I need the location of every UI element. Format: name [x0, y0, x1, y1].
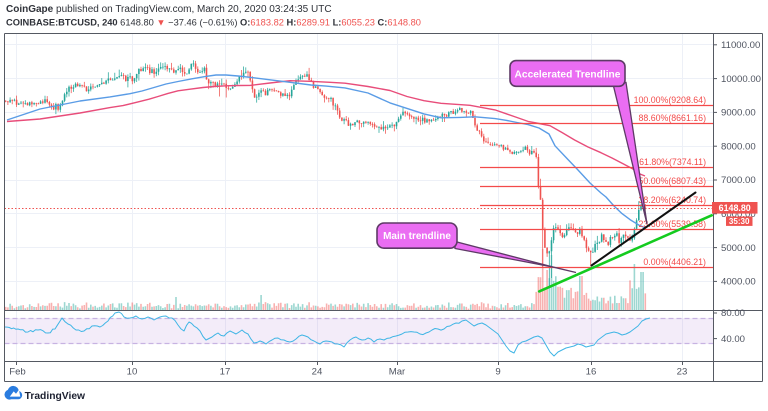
svg-text:6148.80: 6148.80 [719, 203, 751, 213]
svg-text:80.00: 80.00 [721, 308, 745, 319]
svg-text:4000.00: 4000.00 [721, 277, 756, 288]
svg-text:100.00%(9208.64): 100.00%(9208.64) [634, 95, 706, 105]
svg-text:0.00%(4406.21): 0.00%(4406.21) [643, 257, 706, 267]
svg-text:TradingView: TradingView [25, 391, 86, 402]
svg-text:Mar: Mar [389, 367, 406, 378]
svg-text:10000.00: 10000.00 [721, 74, 761, 85]
svg-text:61.80%(7374.11): 61.80%(7374.11) [639, 157, 706, 167]
svg-text:Main trendline: Main trendline [383, 231, 451, 242]
svg-text:35:30: 35:30 [729, 217, 750, 226]
svg-text:16: 16 [586, 367, 597, 378]
svg-text:24: 24 [312, 367, 323, 378]
svg-text:23.60%(5539.58): 23.60%(5539.58) [639, 219, 707, 229]
svg-text:8000.00: 8000.00 [721, 141, 756, 152]
svg-text:11000.00: 11000.00 [721, 40, 760, 51]
svg-text:88.60%(8661.16): 88.60%(8661.16) [639, 113, 707, 123]
svg-text:40.00: 40.00 [721, 334, 745, 345]
svg-text:Feb: Feb [9, 367, 26, 378]
svg-text:5000.00: 5000.00 [721, 243, 756, 254]
svg-text:6000.00: 6000.00 [721, 209, 756, 220]
svg-text:7000.00: 7000.00 [721, 175, 756, 186]
svg-text:17: 17 [220, 367, 231, 378]
svg-text:38.20%(6240.74): 38.20%(6240.74) [639, 195, 707, 205]
svg-text:Accelerated Trendline: Accelerated Trendline [515, 70, 621, 81]
svg-text:50.00%(6807.43): 50.00%(6807.43) [639, 176, 707, 186]
svg-text:COINBASE:BTCUSD, 240 6148.80 ▼: COINBASE:BTCUSD, 240 6148.80 ▼ −37.46 (−… [6, 18, 421, 28]
svg-text:9000.00: 9000.00 [721, 108, 756, 119]
svg-text:9: 9 [495, 367, 500, 378]
svg-text:10: 10 [127, 367, 138, 378]
svg-text:CoinGape published on TradingV: CoinGape published on TradingView.com, M… [6, 4, 332, 15]
svg-text:23: 23 [677, 367, 688, 378]
